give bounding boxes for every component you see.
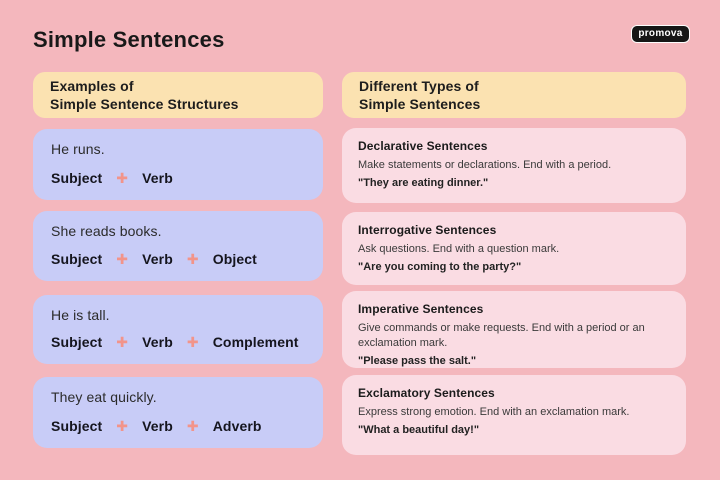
structure-part-label: Object [212, 251, 257, 267]
structure-part-label: Subject [51, 251, 103, 267]
type-title: Interrogative Sentences [358, 223, 497, 237]
example-sentence: He is tall. [51, 307, 110, 323]
example-sentence: She reads books. [51, 223, 162, 239]
structure-part-label: Verb [142, 251, 173, 267]
sentence-structure-row: Subject ✚ Verb [51, 170, 305, 186]
type-description: Make statements or declarations. End wit… [358, 159, 612, 171]
type-example: "What a beautiful day!" [358, 423, 480, 436]
plus-icon: ✚ [116, 251, 129, 267]
example-card: They eat quickly. Subject ✚ Verb ✚ Adver… [33, 377, 323, 448]
left-column-header: Examples of Simple Sentence Structures [33, 72, 323, 118]
structure-part-label: Subject [51, 334, 103, 350]
structure-part-label: Complement [212, 334, 299, 350]
right-column-header: Different Types of Simple Sentences [342, 72, 686, 118]
type-description: Express strong emotion. End with an excl… [358, 406, 630, 418]
example-sentence: He runs. [51, 141, 105, 157]
example-card: He runs. Subject ✚ Verb [33, 129, 323, 200]
sentence-structure-row: Subject ✚ Verb ✚ Adverb [51, 418, 305, 434]
page-title: Simple Sentences [33, 27, 225, 52]
sentence-type-card: Declarative Sentences Make statements or… [342, 128, 686, 203]
type-example: "They are eating dinner." [358, 176, 489, 189]
example-sentence: They eat quickly. [51, 389, 157, 405]
sentence-structure-row: Subject ✚ Verb ✚ Object [51, 251, 305, 267]
plus-icon: ✚ [186, 418, 199, 434]
example-card: She reads books. Subject ✚ Verb ✚ Object [33, 211, 323, 281]
type-example: "Please pass the salt." [358, 354, 477, 367]
type-title: Exclamatory Sentences [358, 386, 495, 400]
right-header-line2: Simple Sentences [359, 96, 481, 112]
type-title: Imperative Sentences [358, 302, 484, 316]
structure-part-label: Verb [142, 334, 173, 350]
brand-logo: promova [631, 25, 690, 43]
type-title: Declarative Sentences [358, 139, 488, 153]
plus-icon: ✚ [186, 334, 199, 350]
left-header-line1: Examples of [50, 77, 134, 94]
type-description: Give commands or make requests. End with… [358, 322, 645, 349]
plus-icon: ✚ [116, 170, 129, 186]
structure-part-label: Verb [142, 418, 173, 434]
structure-part-label: Subject [51, 170, 103, 186]
example-card: He is tall. Subject ✚ Verb ✚ Complement [33, 295, 323, 364]
plus-icon: ✚ [116, 418, 129, 434]
plus-icon: ✚ [116, 334, 129, 350]
plus-icon: ✚ [186, 251, 199, 267]
type-description: Ask questions. End with a question mark. [358, 243, 560, 255]
type-example: "Are you coming to the party?" [358, 260, 522, 273]
sentence-structure-row: Subject ✚ Verb ✚ Complement [51, 334, 305, 350]
structure-part-label: Adverb [212, 418, 262, 434]
right-header-line1: Different Types of [359, 77, 479, 94]
sentence-type-card: Interrogative Sentences Ask questions. E… [342, 212, 686, 285]
sentence-type-card: Imperative Sentences Give commands or ma… [342, 291, 686, 368]
structure-part-label: Subject [51, 418, 103, 434]
structure-part-label: Verb [142, 170, 173, 186]
sentence-type-card: Exclamatory Sentences Express strong emo… [342, 375, 686, 455]
left-header-line2: Simple Sentence Structures [50, 96, 239, 112]
